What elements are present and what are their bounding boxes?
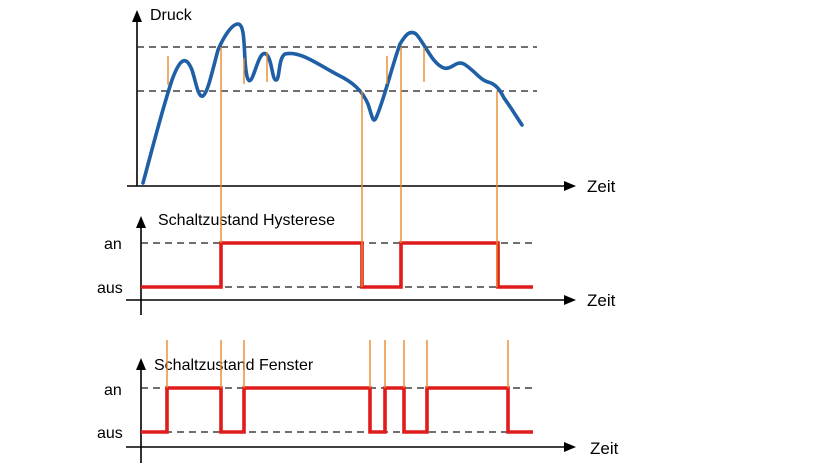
event-markers xyxy=(166,47,509,388)
window-x-label: Zeit xyxy=(590,439,619,458)
pressure-y-label: Druck xyxy=(150,7,193,24)
hysteresis-x-axis-arrow xyxy=(564,295,576,305)
hysteresis-y-axis-arrow xyxy=(136,216,146,228)
pressure-x-label: Zeit xyxy=(587,177,616,196)
pressure-y-axis-arrow xyxy=(132,10,142,22)
window-title: Schaltzustand Fenster xyxy=(154,357,314,374)
window-x-axis-arrow xyxy=(564,442,576,452)
hysteresis-switch-signal xyxy=(141,241,533,289)
window-y-axis-arrow xyxy=(136,358,146,370)
hysteresis-x-label: Zeit xyxy=(587,291,616,310)
hysteresis-on-label: an xyxy=(104,236,122,253)
window-panel: Schaltzustand Fenster an aus Zeit xyxy=(97,357,619,463)
window-switch-signal xyxy=(141,386,533,434)
hysteresis-panel: Schaltzustand Hysterese an aus Zeit xyxy=(97,212,616,315)
pressure-x-axis-arrow xyxy=(564,181,576,191)
window-off-label: aus xyxy=(97,425,123,442)
pressure-panel: Druck Zeit xyxy=(127,7,616,196)
window-on-label: an xyxy=(104,382,122,399)
hysteresis-title: Schaltzustand Hysterese xyxy=(158,212,335,229)
hysteresis-off-label: aus xyxy=(97,280,123,297)
pressure-curve xyxy=(141,22,524,185)
